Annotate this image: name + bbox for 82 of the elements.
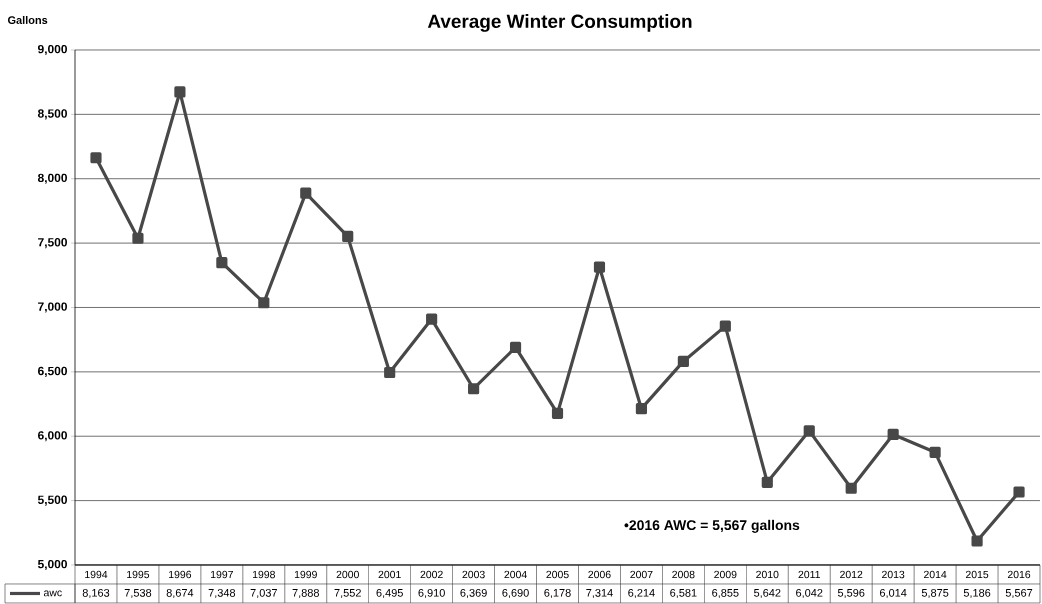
x-tick-label: 2014 xyxy=(924,570,947,579)
point xyxy=(719,320,731,332)
point xyxy=(468,383,480,395)
point xyxy=(132,232,144,244)
x-tick-label: 2010 xyxy=(756,570,779,579)
point xyxy=(593,261,606,273)
point xyxy=(677,355,689,368)
data-label: 5,186 xyxy=(963,588,991,599)
point xyxy=(803,425,815,437)
point xyxy=(1013,486,1025,498)
point xyxy=(551,407,564,419)
x-tick-label: 1995 xyxy=(127,570,150,579)
point xyxy=(90,152,102,164)
point xyxy=(509,341,522,353)
x-tick-label: 2006 xyxy=(588,570,611,579)
point xyxy=(929,446,941,458)
data-label: 6,369 xyxy=(460,588,487,599)
x-tick-label: 2002 xyxy=(420,570,443,579)
data-label: 6,042 xyxy=(796,588,823,599)
data-label: 5,567 xyxy=(1005,588,1033,599)
y-tick-label: 6,000 xyxy=(38,431,67,442)
point xyxy=(342,230,354,242)
data-label: 7,314 xyxy=(586,588,613,599)
y-tick-label: 9,000 xyxy=(37,44,67,56)
point xyxy=(761,476,773,488)
x-tick-label: 2001 xyxy=(378,570,401,579)
x-tick-label: 2011 xyxy=(798,570,820,579)
x-tick-label: 1999 xyxy=(294,570,317,579)
x-tick-label: 2009 xyxy=(714,570,737,579)
data-label: 8,674 xyxy=(166,588,194,599)
x-tick-label: 2005 xyxy=(546,570,569,579)
x-tick-label: 2012 xyxy=(840,570,863,579)
y-tick-label: 8,500 xyxy=(37,109,67,120)
x-tick-label: 2004 xyxy=(504,570,527,579)
data-label: 6,910 xyxy=(418,588,445,599)
point xyxy=(635,403,648,415)
y-axis-title: Gallons xyxy=(7,15,48,25)
point xyxy=(887,428,899,441)
x-tick-label: 2013 xyxy=(882,570,905,579)
x-tick-label: 1994 xyxy=(85,570,108,579)
point xyxy=(300,187,312,199)
y-tick-label: 7,500 xyxy=(38,238,67,249)
y-tick-label: 7,000 xyxy=(38,302,67,313)
point xyxy=(426,313,438,325)
data-label: 6,014 xyxy=(880,588,907,599)
x-tick-label: 2003 xyxy=(462,570,485,579)
x-tick-label: 2016 xyxy=(1007,570,1031,579)
x-tick-label: 1998 xyxy=(252,570,275,579)
data-label: 6,495 xyxy=(376,588,403,599)
chart-title: Average Winter Consumption xyxy=(427,14,692,32)
data-label: 6,214 xyxy=(628,588,655,599)
x-tick-label: 2008 xyxy=(672,570,695,579)
data-label: 8,163 xyxy=(82,588,110,599)
point xyxy=(845,482,857,494)
data-label: 5,596 xyxy=(837,588,865,599)
annotation: •2016 AWC = 5,567 gallons xyxy=(624,519,800,533)
point xyxy=(384,366,396,379)
x-tick-label: 2000 xyxy=(336,570,359,579)
data-label: 6,690 xyxy=(502,588,529,599)
point xyxy=(258,297,270,309)
data-label: 7,037 xyxy=(250,588,277,599)
data-label: 7,552 xyxy=(334,588,361,599)
legend-label: awc xyxy=(43,590,62,597)
point xyxy=(216,257,228,269)
x-tick-label: 2007 xyxy=(630,570,653,579)
data-label: 5,642 xyxy=(754,588,781,599)
data-label: 6,581 xyxy=(670,588,697,599)
x-tick-label: 1996 xyxy=(169,570,192,579)
data-label: 6,855 xyxy=(712,588,739,599)
x-tick-label: 1997 xyxy=(211,570,233,579)
data-label: 7,538 xyxy=(124,588,152,599)
y-tick-label: 6,500 xyxy=(38,366,67,377)
point xyxy=(971,535,983,547)
y-tick-label: 8,000 xyxy=(37,173,67,184)
x-tick-label: 2015 xyxy=(965,570,989,579)
data-label: 7,348 xyxy=(208,588,236,599)
y-tick-label: 5,500 xyxy=(37,495,67,506)
y-tick-label: 5,000 xyxy=(37,559,67,571)
data-label: 7,888 xyxy=(292,588,319,599)
data-label: 6,178 xyxy=(544,588,571,599)
point xyxy=(174,86,186,98)
data-label: 5,875 xyxy=(921,588,949,599)
